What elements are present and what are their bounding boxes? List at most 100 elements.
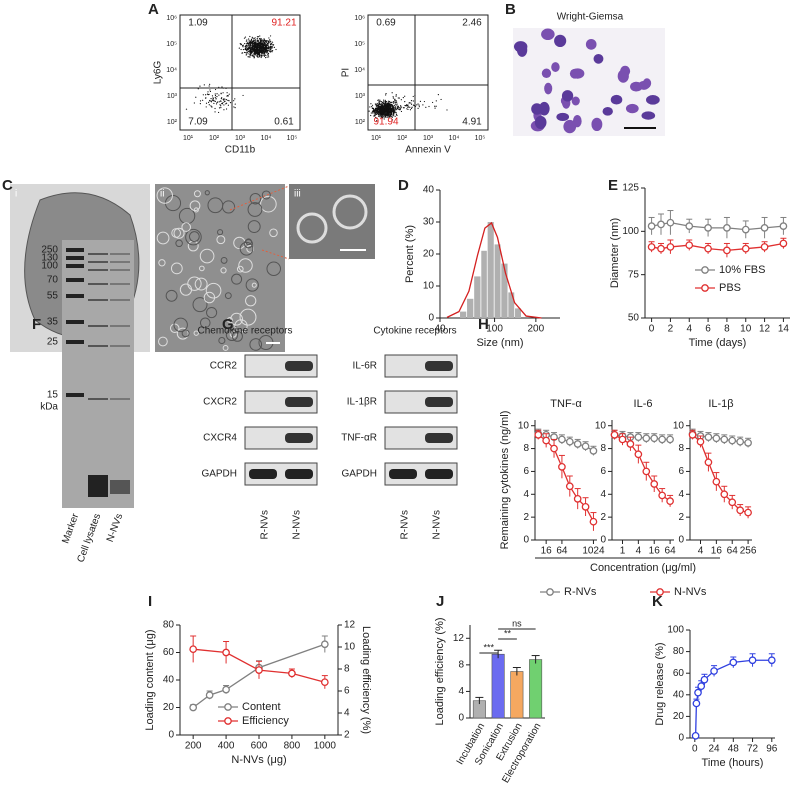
blot-label: IL-1βR	[347, 397, 377, 408]
x-tick-label: 800	[284, 741, 301, 752]
flow-event	[374, 103, 376, 105]
flow-event	[248, 39, 250, 41]
flow-event	[380, 111, 382, 114]
sample-band	[88, 261, 108, 263]
flow-event	[259, 37, 261, 40]
y-tick-label: 20	[673, 711, 685, 722]
flow-event	[400, 110, 403, 113]
flow-event	[249, 56, 251, 58]
x-tick-label: 600	[251, 741, 268, 752]
y2-tick-label: 4	[344, 708, 350, 719]
flow-event	[238, 47, 240, 49]
flow-event	[271, 42, 273, 45]
data-point	[744, 508, 752, 517]
zoom-line	[229, 185, 290, 211]
flow-event	[225, 99, 227, 101]
flow-event	[246, 51, 248, 54]
legend-marker	[656, 588, 664, 596]
flow-event	[243, 37, 246, 39]
flow-event	[382, 114, 384, 116]
flow-event	[269, 39, 271, 41]
flow-event	[208, 104, 210, 106]
y-tick-label: 80	[163, 620, 175, 631]
flow-event	[251, 47, 254, 49]
flow-event	[388, 107, 390, 109]
flow-event	[254, 54, 256, 56]
stained-cell	[620, 65, 631, 77]
data-point	[565, 482, 574, 491]
data-point	[688, 431, 697, 439]
quadrant-value: 0.69	[376, 18, 396, 29]
flow-event	[261, 45, 263, 48]
flow-event	[407, 106, 409, 108]
flow-event	[260, 45, 262, 47]
flow-event	[389, 106, 392, 108]
flow-event	[250, 42, 253, 44]
vesicle	[173, 317, 188, 333]
x-tick-label: 16	[649, 546, 661, 557]
data-point	[694, 688, 702, 697]
flow-event	[378, 107, 380, 109]
flow-event	[254, 49, 257, 51]
flow-event	[221, 103, 223, 105]
vesicle	[193, 207, 199, 213]
histogram-bar	[481, 250, 487, 318]
flow-event	[383, 110, 385, 112]
flow-event	[234, 107, 236, 109]
data-point	[658, 435, 667, 444]
flow-event	[265, 45, 267, 48]
flow-event	[379, 99, 381, 101]
flow-event	[382, 101, 384, 104]
flow-event	[266, 50, 269, 52]
flow-event	[271, 46, 273, 48]
flow-event	[266, 52, 268, 54]
sample-band	[88, 475, 108, 497]
vesicle	[206, 306, 218, 319]
flow-event	[209, 89, 211, 91]
x-tick-label: 0	[692, 744, 698, 755]
flow-event	[400, 99, 402, 101]
flow-event	[267, 40, 269, 42]
marker-band	[66, 264, 84, 268]
panel-label: I	[148, 593, 152, 610]
data-point	[320, 678, 329, 687]
flow-event	[403, 107, 405, 109]
stained-cell	[534, 115, 547, 130]
flow-event	[239, 42, 241, 45]
flow-event	[249, 48, 251, 50]
y-tick-label: 10³	[355, 93, 366, 100]
y2-tick-label: 6	[344, 686, 350, 697]
vesicle	[217, 229, 224, 236]
flow-event	[372, 112, 374, 114]
flow-event	[378, 115, 380, 117]
flow-event	[233, 100, 235, 102]
sample-band	[88, 345, 108, 347]
flow-event	[271, 50, 274, 52]
data-point	[573, 495, 582, 503]
flow-event	[242, 46, 244, 48]
flow-event	[257, 53, 260, 56]
vesicle	[245, 295, 257, 307]
sample-band	[110, 345, 130, 347]
flow-event	[396, 104, 398, 106]
sample-band	[110, 480, 130, 494]
flow-event	[381, 117, 383, 119]
flow-event	[253, 57, 255, 59]
x-tick-label: 200	[185, 741, 202, 752]
y-tick-label: 4	[600, 489, 606, 500]
flow-event	[250, 41, 252, 43]
flow-event	[428, 105, 430, 108]
x-tick-label: 12	[759, 324, 771, 335]
marker-band	[66, 256, 84, 260]
flow-event	[398, 107, 401, 109]
y-tick-label: 6	[600, 466, 606, 477]
flow-event	[374, 111, 376, 113]
vesicle	[156, 187, 173, 204]
flow-event	[400, 106, 403, 108]
y-axis-label: Loading efficiency (%)	[434, 617, 446, 725]
y-tick-label: 6	[678, 466, 684, 477]
flow-event	[263, 44, 265, 47]
sample-band	[88, 325, 108, 327]
flow-event	[375, 106, 378, 108]
flow-event	[391, 92, 393, 94]
